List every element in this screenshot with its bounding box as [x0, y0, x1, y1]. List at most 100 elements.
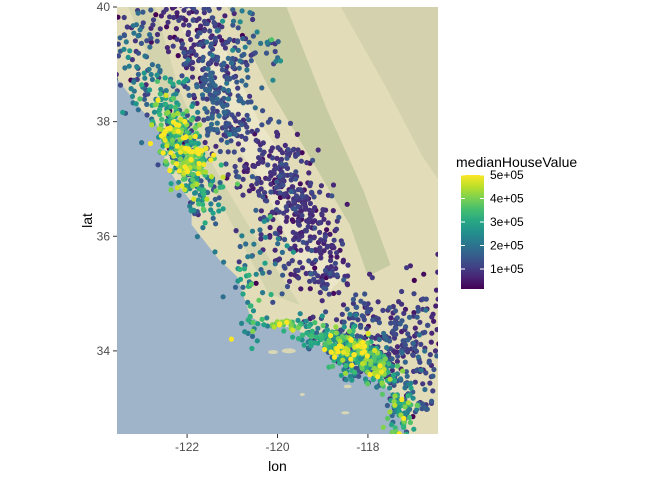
data-point [274, 155, 280, 161]
data-point [306, 323, 312, 329]
data-point [376, 336, 382, 343]
data-point [365, 330, 371, 337]
y-tick-label: 36 [97, 229, 111, 243]
data-point [144, 112, 150, 118]
data-point [341, 324, 347, 330]
data-point [208, 34, 214, 41]
data-point [290, 249, 296, 255]
data-point [224, 139, 230, 145]
data-point [214, 57, 220, 63]
data-point [189, 103, 195, 109]
data-point [327, 231, 333, 237]
data-point [162, 75, 168, 81]
data-point [406, 314, 413, 320]
data-point [208, 41, 214, 47]
data-point [252, 163, 258, 169]
data-point [377, 363, 383, 369]
data-point [191, 196, 197, 202]
data-point [183, 134, 189, 140]
data-point [150, 22, 156, 28]
data-point [171, 14, 177, 21]
data-point [405, 337, 411, 343]
data-point [165, 109, 171, 115]
data-point [355, 343, 361, 349]
data-point [388, 315, 394, 321]
data-point [334, 272, 340, 278]
data-point [254, 338, 260, 344]
data-point [391, 398, 397, 404]
data-point [387, 376, 393, 382]
data-point [278, 156, 285, 162]
data-point [370, 376, 376, 383]
data-point [300, 239, 306, 245]
data-point [196, 150, 202, 157]
data-point [310, 157, 316, 163]
data-point [196, 164, 202, 170]
data-point [157, 67, 163, 73]
data-point [339, 333, 345, 339]
data-point [223, 40, 229, 46]
data-point [297, 181, 303, 187]
data-point [415, 308, 421, 314]
data-point [210, 210, 216, 216]
data-point [174, 161, 180, 167]
data-point [170, 43, 176, 49]
data-point [249, 183, 255, 189]
data-point [290, 334, 296, 340]
y-axis-label: lat [79, 213, 95, 228]
data-point [365, 301, 371, 307]
data-point [235, 39, 241, 45]
data-point [176, 17, 182, 23]
data-point [236, 259, 242, 265]
data-point [117, 71, 119, 78]
data-point [220, 103, 226, 109]
data-point [217, 148, 223, 155]
data-point [201, 162, 207, 168]
data-point [293, 169, 299, 175]
data-point [261, 322, 267, 328]
data-point [311, 235, 317, 241]
data-point [405, 435, 410, 440]
data-point [392, 377, 398, 383]
data-point [165, 19, 171, 25]
data-point [299, 150, 305, 156]
data-point [315, 147, 321, 153]
data-point [319, 298, 325, 304]
data-point [298, 187, 304, 193]
data-point [135, 10, 141, 16]
data-point [231, 65, 237, 71]
data-point [200, 225, 206, 231]
data-point [262, 260, 268, 266]
data-point [235, 111, 241, 117]
data-point [274, 165, 280, 171]
data-point [386, 361, 392, 367]
data-point [371, 371, 377, 377]
data-point [187, 134, 193, 140]
data-point [354, 333, 360, 339]
data-point [398, 376, 404, 382]
data-point [254, 175, 260, 181]
data-point [264, 39, 270, 46]
data-point [208, 174, 215, 180]
data-point [198, 41, 204, 48]
data-point [326, 291, 332, 297]
data-point [353, 292, 359, 298]
data-point [274, 133, 280, 139]
data-point [402, 404, 408, 410]
data-point [360, 339, 366, 345]
data-point [214, 108, 220, 114]
data-point [236, 98, 242, 104]
data-point [174, 185, 180, 191]
data-point [294, 131, 300, 137]
data-point [343, 363, 349, 369]
data-point [324, 281, 330, 288]
data-point [222, 45, 228, 51]
data-point [272, 247, 278, 253]
data-point [212, 83, 218, 89]
data-point [299, 212, 305, 219]
data-point [323, 309, 329, 315]
data-point [194, 33, 200, 40]
data-point [232, 284, 239, 290]
data-point [263, 234, 269, 240]
data-point [259, 316, 265, 322]
